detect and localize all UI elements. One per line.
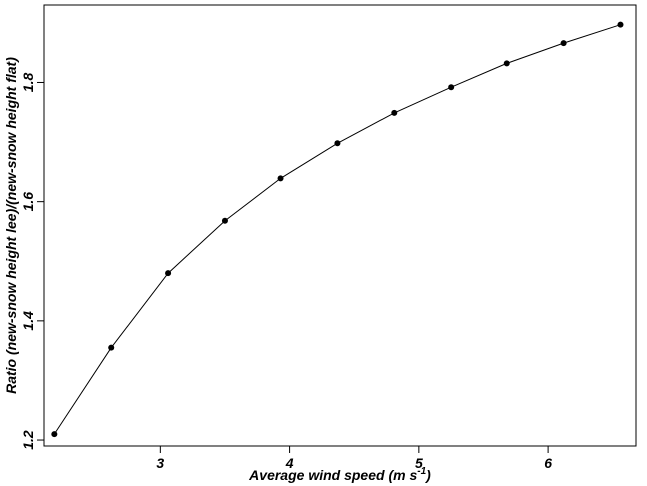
y-tick-label: 1.8 — [20, 73, 36, 93]
data-point — [617, 21, 624, 28]
y-tick-label: 1.4 — [20, 311, 36, 331]
x-tick-label: 3 — [156, 455, 164, 471]
data-point — [503, 60, 510, 67]
data-point — [51, 431, 58, 438]
y-tick-label: 1.6 — [20, 192, 36, 212]
y-axis-title: Ratio (new-snow height lee)/(new-snow he… — [3, 57, 19, 394]
x-axis-title-close: ) — [424, 467, 431, 483]
data-point — [108, 344, 115, 351]
data-point — [277, 175, 284, 182]
y-tick-label: 1.2 — [20, 430, 36, 450]
series-line — [53, 24, 621, 435]
series-layer — [51, 21, 624, 438]
x-axis: 3 4 5 6 — [156, 446, 552, 471]
x-axis-title-main: Average wind speed (m s — [248, 467, 417, 483]
data-point — [560, 40, 567, 47]
data-point — [391, 109, 398, 116]
plot-frame — [43, 4, 637, 447]
x-axis-title-superscript: -1 — [417, 466, 426, 477]
y-axis: 1.2 1.4 1.6 1.8 — [20, 73, 44, 450]
data-point — [221, 217, 228, 224]
x-tick-label: 4 — [285, 455, 294, 471]
x-tick-label: 5 — [415, 455, 423, 471]
data-point — [334, 140, 341, 147]
x-axis-title: Average wind speed (m s-1) — [248, 466, 431, 483]
data-point — [448, 84, 455, 91]
data-point — [165, 270, 172, 277]
x-tick-label: 6 — [544, 455, 552, 471]
